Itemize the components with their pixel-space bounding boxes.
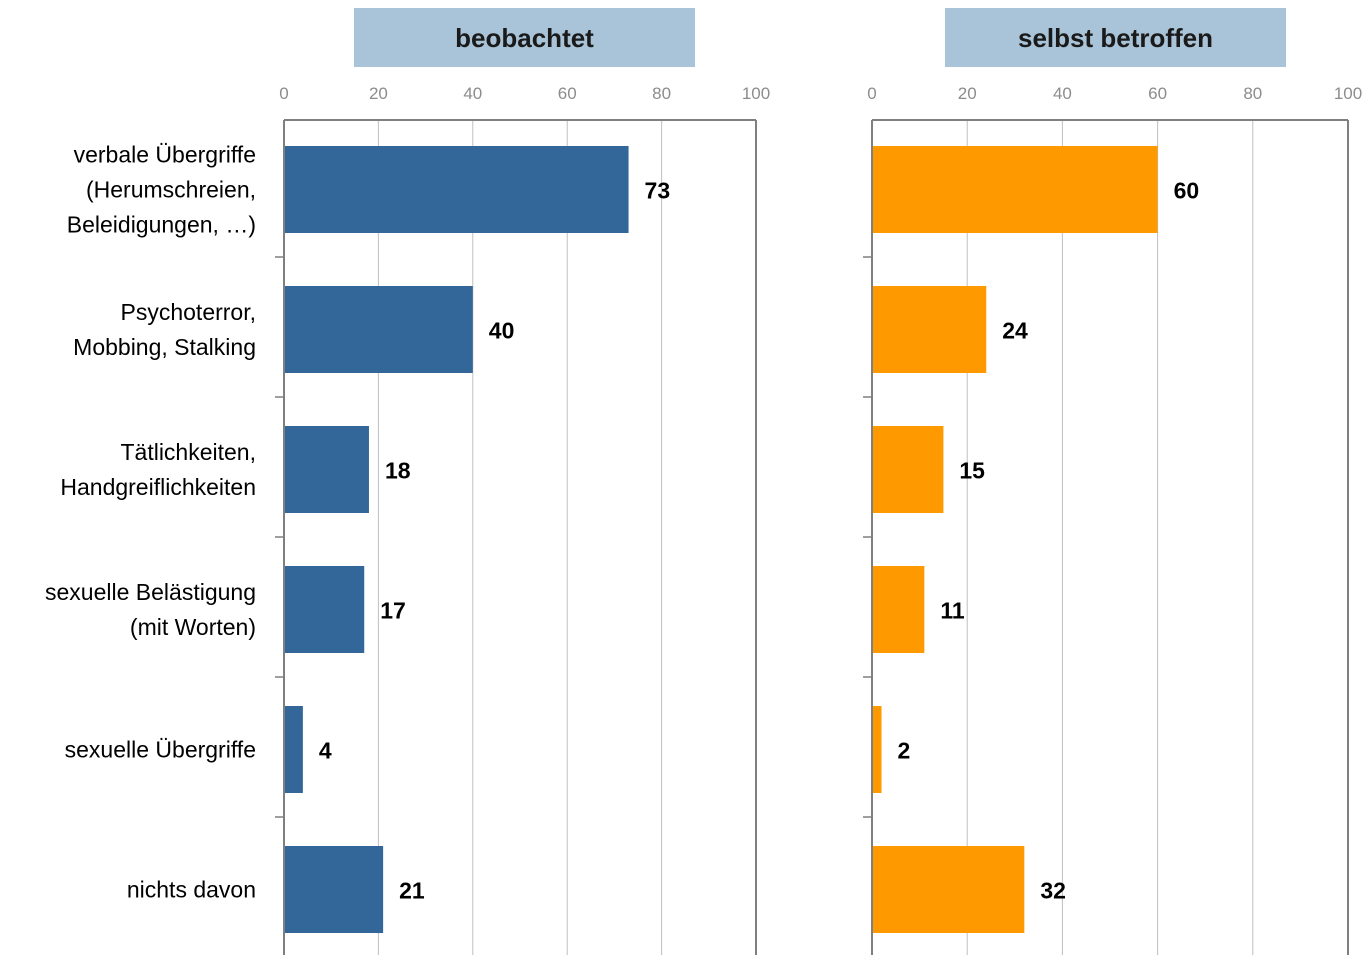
bar [285, 846, 384, 933]
data-label: 24 [1002, 318, 1028, 344]
bar [285, 706, 303, 793]
bar [873, 426, 944, 513]
data-label: 15 [959, 458, 985, 484]
data-label: 60 [1174, 178, 1200, 204]
bar [285, 146, 629, 233]
category-label: sexuelle Belästigung (mit Worten) [45, 579, 256, 640]
x-tick-label: 40 [1053, 84, 1072, 103]
category-label: sexuelle Übergriffe [65, 737, 256, 763]
x-tick-label: 100 [1334, 84, 1362, 103]
category-label: verbale Übergriffe (Herumschreien, Beleidi… [67, 142, 256, 238]
category-label-line: (Herumschreien, [86, 177, 256, 203]
data-label: 18 [385, 458, 411, 484]
category-label-line: Tätlichkeiten, [120, 439, 256, 465]
bar [873, 846, 1025, 933]
x-tick-label: 80 [1243, 84, 1262, 103]
bar [873, 706, 882, 793]
category-label-line: Psychoterror, [121, 299, 257, 325]
x-tick-label: 20 [958, 84, 977, 103]
category-label-line: sexuelle Belästigung [45, 579, 256, 605]
category-label-line: sexuelle Übergriffe [65, 737, 256, 763]
x-tick-label: 0 [867, 84, 876, 103]
category-label: nichts davon [127, 877, 256, 903]
panel-title-box [945, 8, 1286, 67]
data-label: 21 [399, 878, 425, 904]
category-label: Tätlichkeiten, Handgreiflichkeiten [60, 439, 256, 500]
data-label: 40 [489, 318, 515, 344]
data-label: 2 [898, 738, 911, 764]
panel-title: selbst betroffen [1018, 23, 1213, 53]
category-label-line: Handgreiflichkeiten [60, 474, 256, 500]
x-tick-label: 20 [369, 84, 388, 103]
data-label: 11 [940, 598, 965, 624]
bar [873, 286, 987, 373]
category-label: Psychoterror, Mobbing, Stalking [73, 299, 256, 360]
bar [285, 286, 473, 373]
x-tick-label: 80 [652, 84, 671, 103]
bar [873, 146, 1158, 233]
category-label-line: (mit Worten) [130, 614, 256, 640]
data-label: 32 [1040, 878, 1066, 904]
x-tick-label: 60 [558, 84, 577, 103]
bar [873, 566, 925, 653]
x-tick-label: 60 [1148, 84, 1167, 103]
x-tick-label: 0 [279, 84, 288, 103]
data-label: 4 [319, 738, 332, 764]
category-label-line: Beleidigungen, …) [67, 212, 256, 238]
category-label-line: verbale Übergriffe [74, 142, 256, 168]
bar [285, 426, 369, 513]
category-label-line: Mobbing, Stalking [73, 334, 256, 360]
panel-title-box [354, 8, 695, 67]
data-label: 73 [645, 178, 671, 204]
x-tick-label: 40 [463, 84, 482, 103]
panel-title: beobachtet [455, 23, 594, 53]
category-label-line: nichts davon [127, 877, 256, 903]
x-tick-label: 100 [742, 84, 770, 103]
data-label: 17 [380, 598, 406, 624]
bar [285, 566, 365, 653]
